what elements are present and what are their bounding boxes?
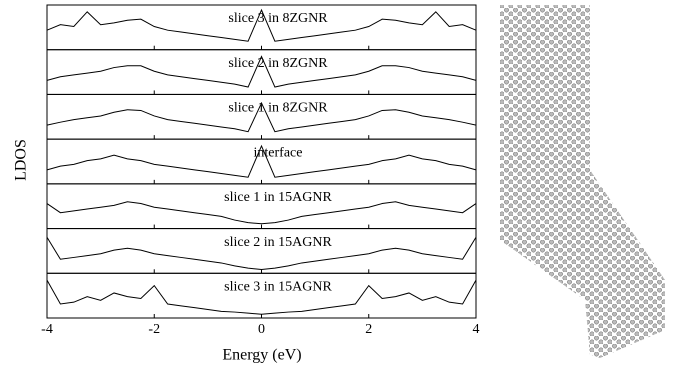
panel-label: slice 2 in 15AGNR bbox=[224, 235, 332, 250]
panel-label: slice 3 in 8ZGNR bbox=[228, 11, 328, 26]
panel-label: slice 2 in 8ZGNR bbox=[228, 56, 328, 71]
ribbon-structure bbox=[500, 5, 665, 358]
y-axis-label: LDOS bbox=[13, 139, 30, 181]
panel-label: slice 1 in 8ZGNR bbox=[228, 101, 328, 116]
x-axis-label: Energy (eV) bbox=[222, 347, 301, 364]
x-tick-label: 2 bbox=[365, 322, 372, 337]
x-tick-label: 0 bbox=[258, 322, 265, 337]
panel-label: slice 1 in 15AGNR bbox=[224, 190, 332, 205]
x-tick-label: 4 bbox=[473, 322, 480, 337]
figure: LDOS Energy (eV) slice 3 in 8ZGNR slice 2… bbox=[0, 0, 676, 372]
x-tick-label: -4 bbox=[41, 322, 53, 337]
panel-label: slice 3 in 15AGNR bbox=[224, 280, 332, 295]
x-tick-label: -2 bbox=[148, 322, 160, 337]
panel-label: interface bbox=[254, 145, 303, 160]
